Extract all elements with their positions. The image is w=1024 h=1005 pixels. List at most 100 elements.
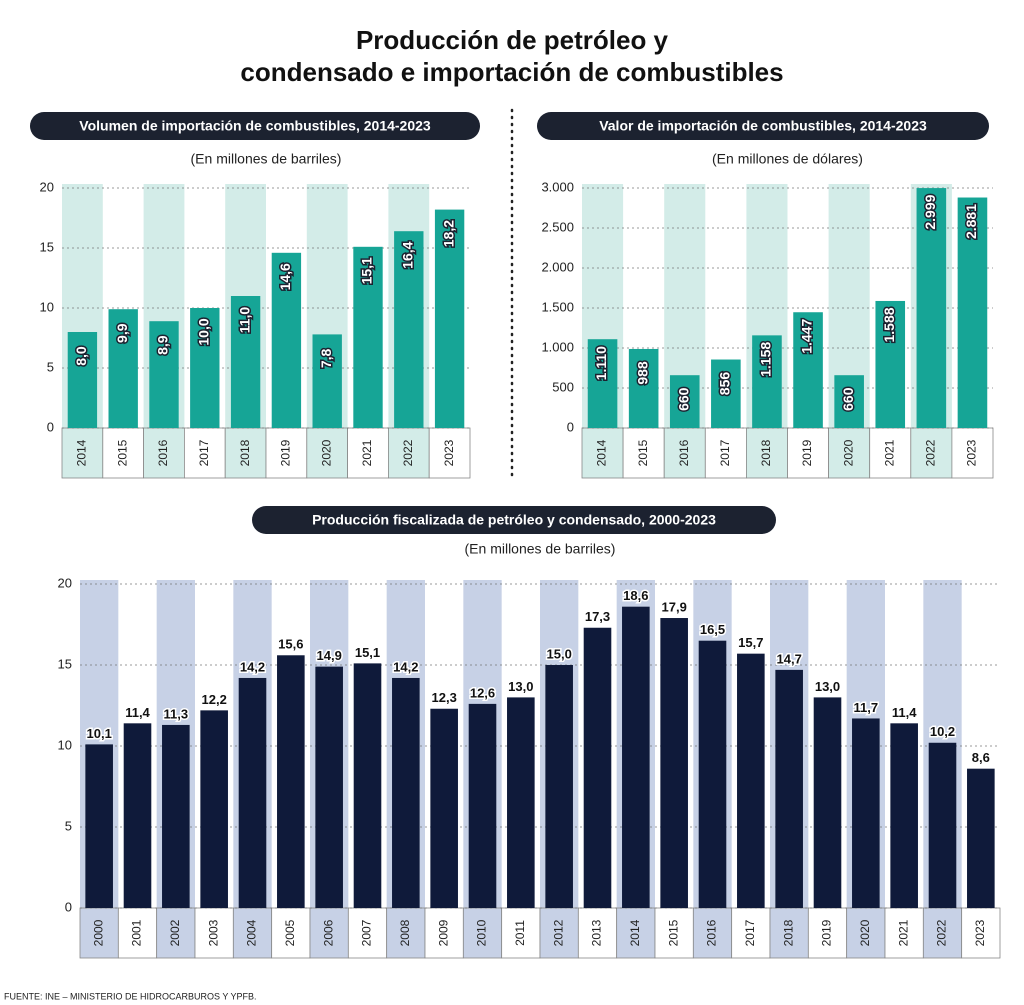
bar xyxy=(583,627,612,908)
value-label: 660 xyxy=(840,387,856,411)
x-tick-label: 2020 xyxy=(319,439,333,466)
category-box xyxy=(501,907,541,959)
y-tick-label: 20 xyxy=(58,575,72,590)
category-box xyxy=(428,427,471,479)
category-box xyxy=(922,907,963,959)
bar xyxy=(711,359,741,428)
x-tick-label: 2018 xyxy=(781,919,795,946)
value-label: 12,3 xyxy=(432,690,457,705)
category-box xyxy=(746,427,788,479)
value-label: 16,4 xyxy=(400,241,416,268)
x-tick-label: 2011 xyxy=(513,920,527,946)
x-tick-label: 2016 xyxy=(156,439,170,466)
category-box xyxy=(622,427,665,479)
bar xyxy=(916,188,947,428)
y-tick-label: 15 xyxy=(58,656,72,671)
x-tick-label: 2015 xyxy=(636,439,650,466)
y-tick-label: 1.000 xyxy=(541,339,574,354)
x-tick-label: 2000 xyxy=(91,919,105,946)
category-box xyxy=(846,907,886,959)
x-tick-label: 2017 xyxy=(197,439,211,466)
bar xyxy=(353,663,382,908)
x-tick-label: 2005 xyxy=(283,919,297,946)
bar xyxy=(123,723,152,908)
x-tick-label: 2006 xyxy=(321,919,335,946)
bar xyxy=(67,332,98,428)
value-label: 856 xyxy=(717,372,733,396)
value-label: 1.158 xyxy=(758,342,774,377)
value-label: 10,2 xyxy=(930,724,955,739)
chart-subtitle: (En millones de barriles) xyxy=(191,151,342,167)
bar xyxy=(669,375,700,428)
value-label: 14,9 xyxy=(317,648,342,663)
x-tick-label: 2019 xyxy=(279,439,293,466)
bar xyxy=(434,209,465,428)
category-box xyxy=(769,907,809,959)
bar xyxy=(813,697,842,908)
value-label: 14,2 xyxy=(393,659,418,674)
value-label: 2.999 xyxy=(922,194,938,229)
bar xyxy=(162,724,190,908)
x-tick-label: 2019 xyxy=(820,919,834,946)
x-tick-label: 2023 xyxy=(973,919,987,946)
y-tick-label: 0 xyxy=(47,419,54,434)
x-tick-label: 2003 xyxy=(206,919,220,946)
value-label: 15,6 xyxy=(278,637,303,652)
x-tick-label: 2015 xyxy=(115,439,129,466)
value-label: 16,5 xyxy=(700,622,725,637)
value-label: 988 xyxy=(634,361,650,385)
x-tick-label: 2023 xyxy=(965,439,979,466)
x-tick-label: 2018 xyxy=(759,439,773,466)
x-tick-label: 2009 xyxy=(436,919,450,946)
value-label: 14,7 xyxy=(777,651,802,666)
category-box xyxy=(869,427,912,479)
x-tick-label: 2008 xyxy=(398,919,412,946)
bar xyxy=(430,708,458,908)
category-box xyxy=(539,907,579,959)
bar xyxy=(628,348,659,428)
x-tick-label: 2013 xyxy=(590,919,604,946)
bar xyxy=(190,308,220,428)
x-tick-label: 2021 xyxy=(882,439,896,466)
category-box xyxy=(462,907,503,959)
category-box xyxy=(156,907,196,959)
main-title: condensado e importación de combustibles xyxy=(240,57,783,87)
bar xyxy=(315,666,343,908)
bar xyxy=(545,665,573,908)
source: FUENTE: INE – MINISTERIO DE HIDROCARBURO… xyxy=(4,991,257,1001)
heading-pill xyxy=(252,506,776,534)
bar xyxy=(238,677,267,908)
bar xyxy=(775,669,803,908)
bar xyxy=(85,744,113,908)
x-tick-label: 2018 xyxy=(238,439,252,466)
x-tick-label: 2020 xyxy=(841,439,855,466)
value-label: 10,1 xyxy=(87,726,112,741)
category-box xyxy=(386,907,426,959)
y-tick-label: 20 xyxy=(40,179,54,194)
bar xyxy=(108,309,138,428)
value-label: 14,6 xyxy=(277,263,293,290)
value-label: 8,0 xyxy=(73,346,89,366)
x-tick-label: 2022 xyxy=(924,439,938,466)
category-box xyxy=(387,427,430,479)
y-tick-label: 5 xyxy=(47,359,54,374)
bar xyxy=(587,339,618,428)
x-tick-label: 2019 xyxy=(800,439,814,466)
x-tick-label: 2022 xyxy=(401,439,415,466)
y-tick-label: 1.500 xyxy=(541,299,574,314)
x-tick-label: 2014 xyxy=(595,439,609,466)
y-tick-label: 5 xyxy=(65,818,72,833)
category-box xyxy=(224,427,267,479)
x-tick-label: 2017 xyxy=(743,919,757,946)
x-tick-label: 2020 xyxy=(858,919,872,946)
heading-pill xyxy=(537,112,989,140)
x-tick-label: 2001 xyxy=(130,919,144,946)
bar xyxy=(660,618,688,908)
y-tick-label: 3.000 xyxy=(541,179,574,194)
y-tick-label: 0 xyxy=(567,419,574,434)
chart-title: Producción fiscalizada de petróleo y con… xyxy=(312,512,716,528)
category-box xyxy=(232,907,273,959)
value-label: 15,7 xyxy=(738,635,763,650)
x-tick-label: 2007 xyxy=(360,919,374,946)
